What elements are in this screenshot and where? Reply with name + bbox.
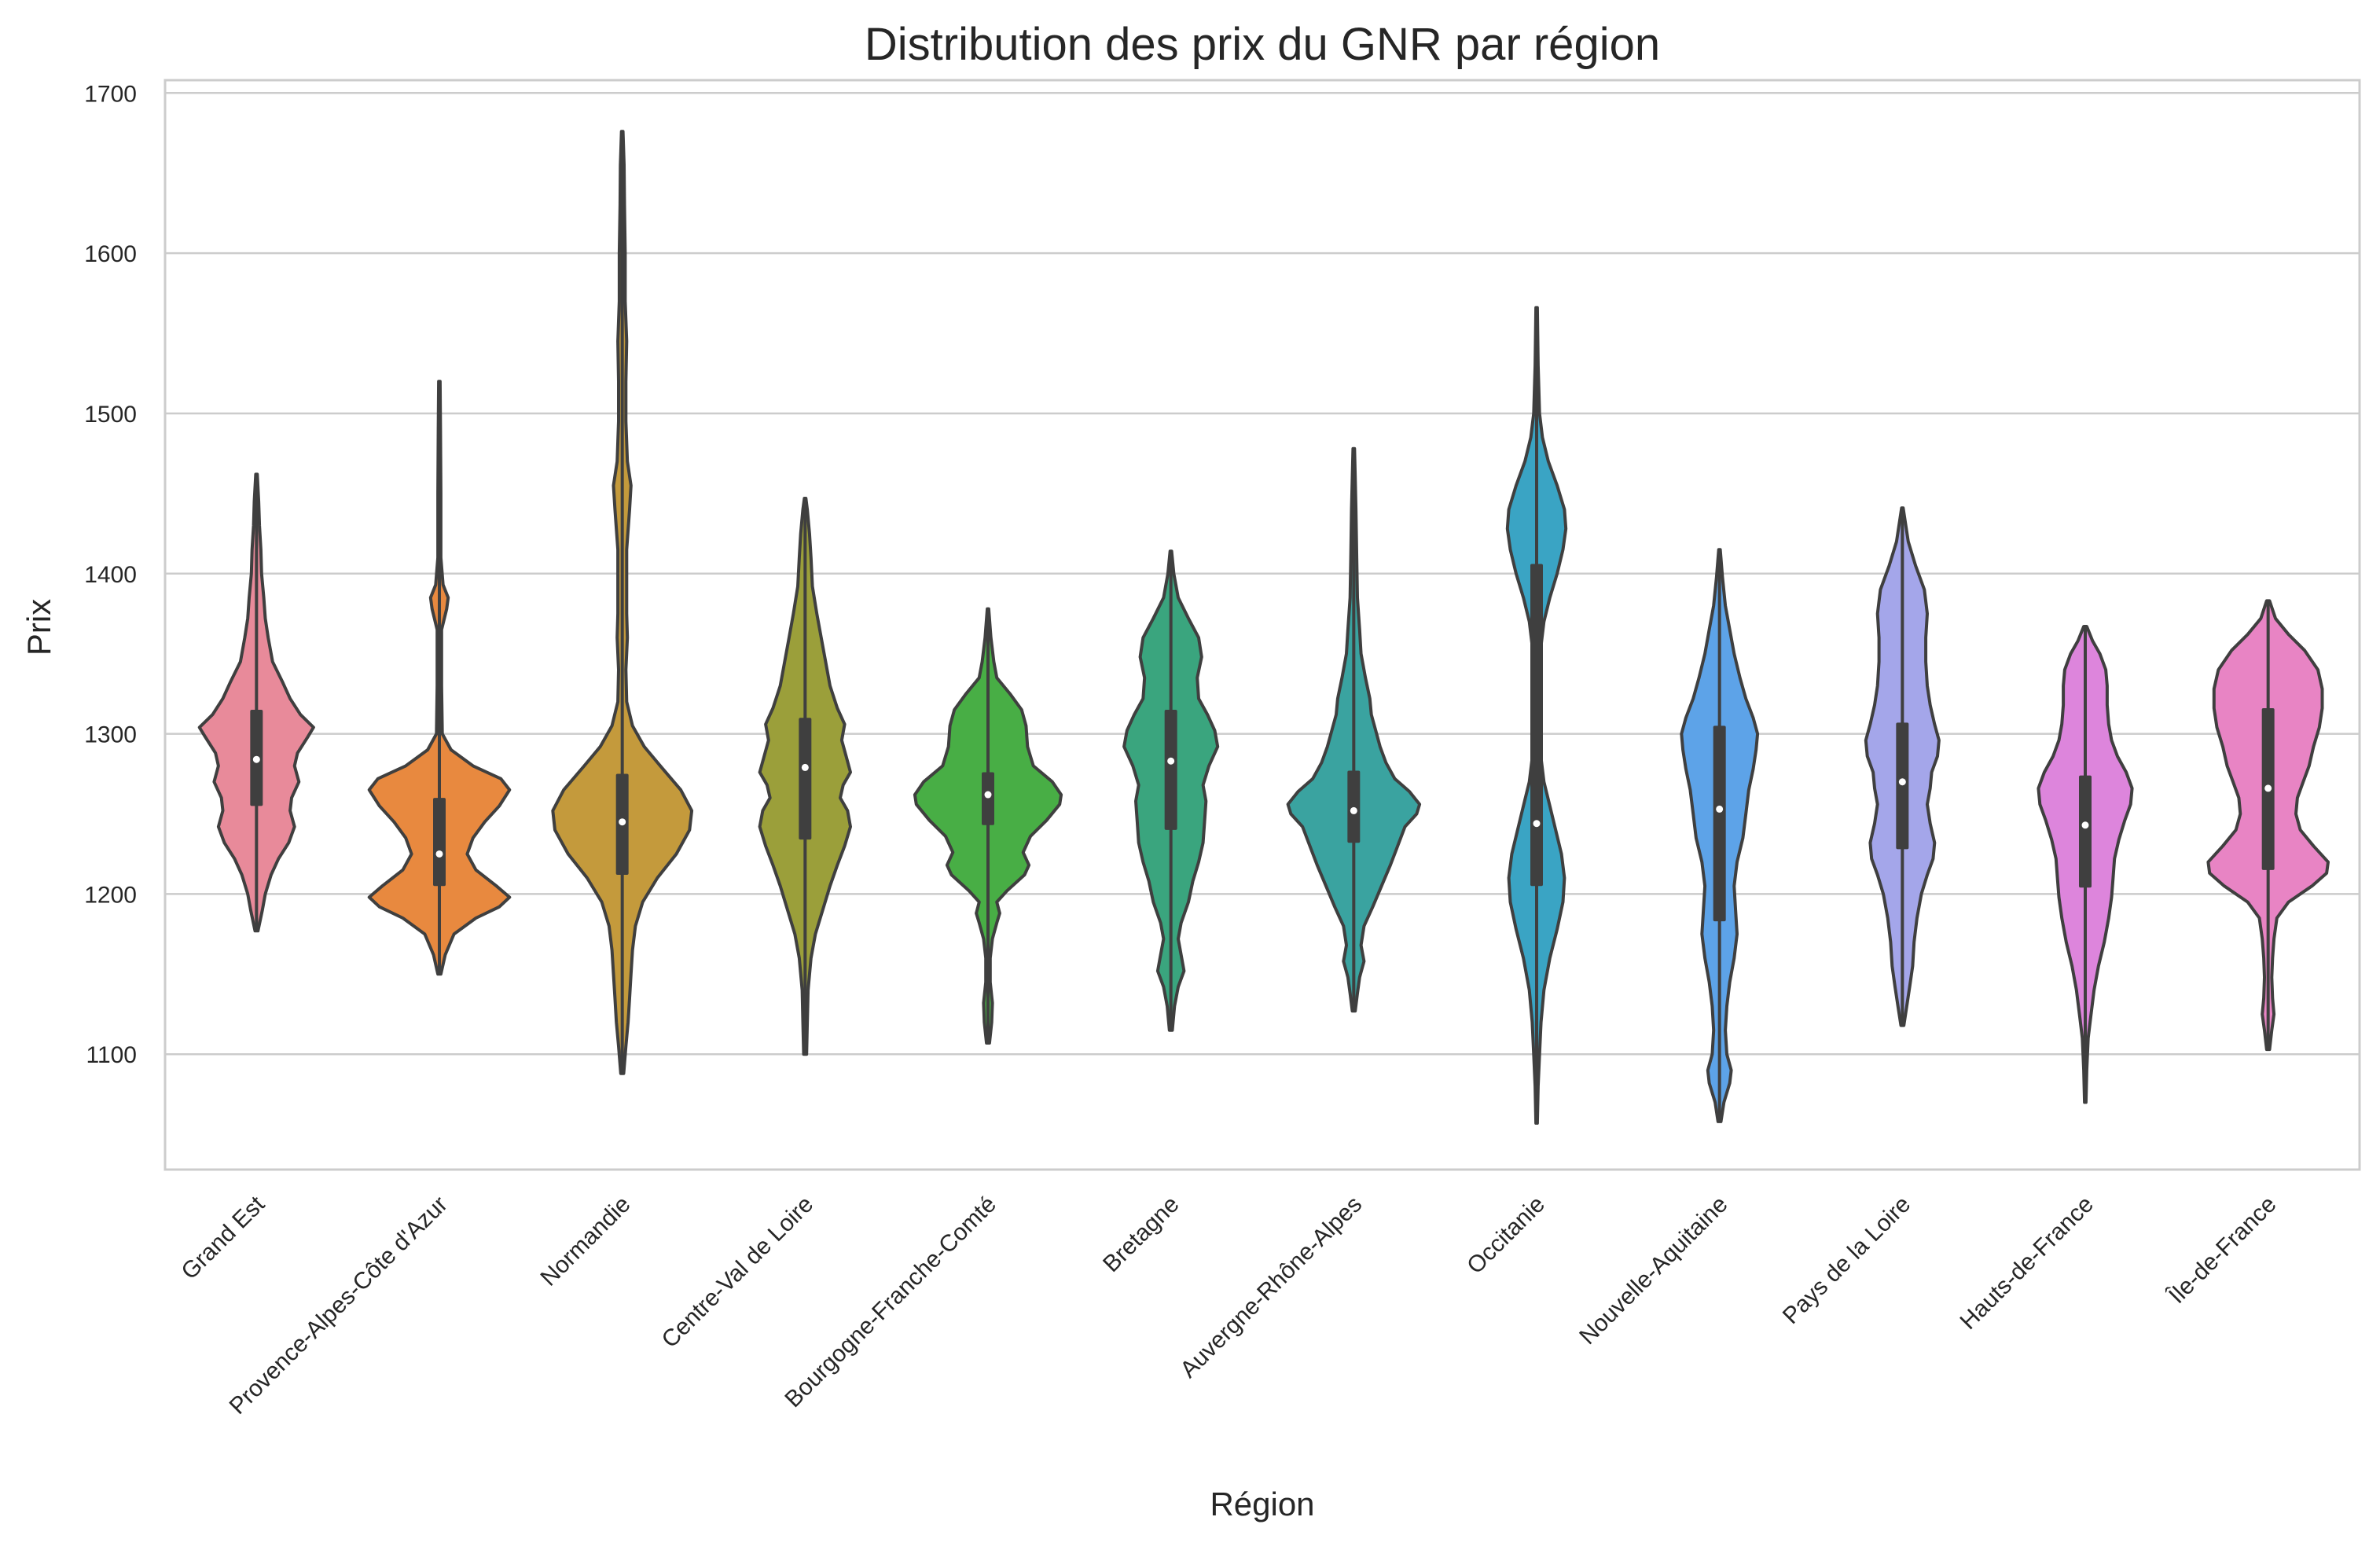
violin-3 [551,130,694,1075]
violin-7 [1286,446,1422,1013]
y-axis-label: Prix [20,599,57,656]
x-axis-label: Région [1210,1486,1314,1522]
violin-iqr-box [1713,725,1726,922]
violin-1 [197,472,315,933]
violin-iqr-box [1530,564,1543,887]
violin-median [1716,805,1724,813]
violin-median [252,755,260,763]
violin-median [1533,820,1541,828]
violin-iqr-box [1347,770,1361,843]
violin-iqr-box [1896,722,1909,850]
y-tick-label: 1600 [84,241,137,267]
violin-11 [2037,625,2134,1104]
violin-iqr-box [1164,710,1177,830]
violin-8 [1505,306,1568,1125]
violin-median [2264,784,2272,792]
y-tick-label: 1400 [84,562,137,588]
violin-iqr-box [982,772,994,825]
y-axis-ticks: 1100 1200 1300 1400 1500 1600 1700 [84,81,137,1068]
violin-median [2081,821,2089,829]
violin-4 [758,497,852,1056]
violin-median [1167,757,1175,765]
chart-title: Distribution des prix du GNR par région [865,19,1660,70]
y-tick-label: 1700 [84,81,137,107]
violin-5 [913,607,1063,1045]
violins [197,130,2330,1125]
violin-9 [1680,548,1760,1123]
violin-2 [367,380,512,976]
violin-median [435,850,443,858]
violin-10 [1864,506,1941,1027]
violin-median [984,791,992,799]
violin-iqr-box [433,798,446,887]
grid [165,92,2360,1056]
y-tick-label: 1300 [84,722,137,748]
y-tick-label: 1100 [86,1042,137,1068]
violin-median [1898,778,1906,786]
violin-median [619,818,626,826]
violin-12 [2206,599,2330,1052]
violin-6 [1122,549,1220,1032]
violin-iqr-box [799,718,812,840]
violin-median [801,763,809,771]
y-tick-label: 1500 [84,402,137,428]
violin-iqr-box [2079,775,2092,888]
violin-median [1350,806,1357,814]
y-tick-label: 1200 [84,882,137,908]
plot-frame [163,79,2361,1171]
